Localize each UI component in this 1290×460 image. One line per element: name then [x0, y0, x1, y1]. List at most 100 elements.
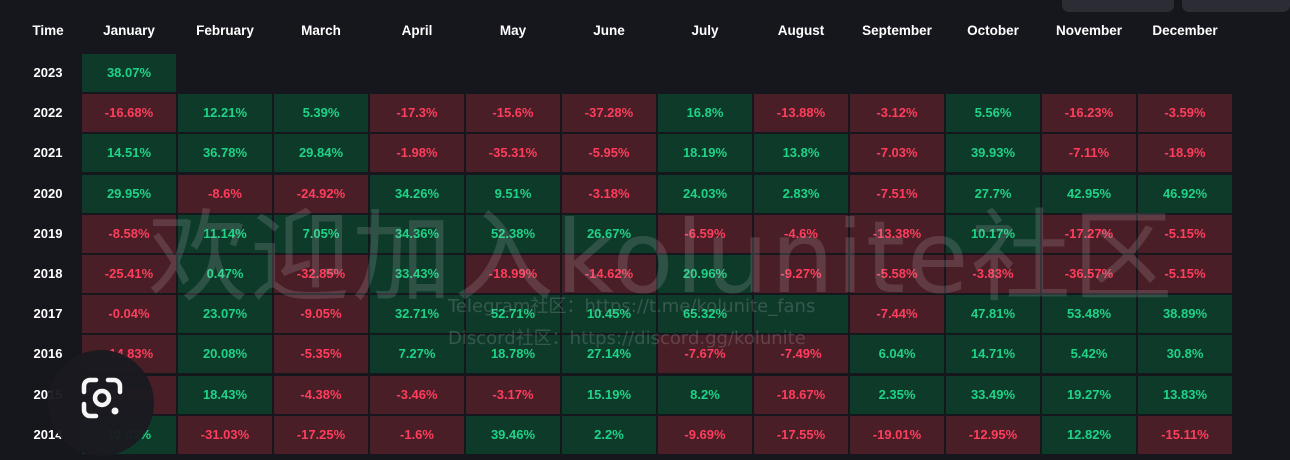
return-cell: -5.35% [274, 335, 368, 374]
month-header: September [862, 23, 932, 38]
return-cell: 14.51% [82, 134, 176, 173]
return-cell: 34.26% [370, 174, 464, 213]
return-cell: -18.99% [466, 255, 560, 293]
return-cell: 24.03% [658, 174, 752, 213]
return-cell: 13.83% [1138, 375, 1232, 414]
return-cell: -3.46% [370, 375, 464, 414]
return-cell: 5.39% [274, 94, 368, 133]
return-cell: -35.31% [466, 134, 560, 173]
year-label: 2023 [33, 65, 63, 80]
return-cell: -24.92% [274, 174, 368, 213]
return-cell: 2.35% [850, 375, 944, 414]
return-cell: -17.55% [754, 415, 848, 454]
return-cell: -5.15% [1138, 214, 1232, 253]
return-cell: 52.71% [466, 295, 560, 334]
return-cell: 33.49% [946, 375, 1040, 414]
return-cell: -8.6% [178, 174, 272, 213]
return-cell: 38.89% [1138, 295, 1232, 334]
return-cell: 6.04% [850, 335, 944, 374]
table-row: 2021 14.51% 36.78% 29.84% -1.98% -35.31% -5.95… [0, 134, 1290, 173]
return-cell: 30.8% [1138, 335, 1232, 374]
return-cell: -13.88% [754, 94, 848, 133]
return-cell: 0.47% [178, 255, 272, 293]
return-cell: 19.27% [1042, 375, 1136, 414]
year-label: 2017 [33, 306, 63, 322]
return-cell: 46.92% [1138, 174, 1232, 213]
return-cell: 29.84% [274, 134, 368, 173]
table-row: 2022 -16.68% 12.21% 5.39% -17.3% -15.6% -37.28… [0, 94, 1290, 133]
return-cell: -25.41% [82, 255, 176, 293]
return-cell: 53.48% [1042, 295, 1136, 334]
return-cell: -18.9% [1138, 134, 1232, 173]
return-cell: -15.11% [1138, 415, 1232, 454]
return-cell: 33.43% [370, 255, 464, 293]
return-cell: -7.49% [754, 335, 848, 374]
return-cell: 32.71% [370, 295, 464, 334]
month-header: December [1152, 23, 1218, 38]
return-cell: -32.85% [274, 255, 368, 293]
return-cell: -9.05% [274, 295, 368, 334]
return-cell: 20.08% [178, 335, 272, 374]
return-cell: 5.42% [1042, 335, 1136, 374]
return-cell: -5.58% [850, 255, 944, 293]
table-row: 201410.03%-31.03%-17.25%-1.6%39.46%2.2%-… [0, 415, 1290, 454]
return-cell: 2.2% [562, 415, 656, 454]
return-cell: 18.19% [658, 134, 752, 173]
return-cell: -0.04% [82, 295, 176, 334]
table-row: 2016 -14.83% 20.08% -5.35% 7.27% 18.78% 27.14%… [0, 335, 1290, 374]
return-cell: 2.83% [754, 174, 848, 213]
year-label: 2018 [33, 266, 63, 281]
return-cell: 8.2% [658, 375, 752, 414]
return-cell: -3.18% [562, 174, 656, 213]
return-cell: -15.6% [466, 94, 560, 133]
time-column-header: Time [32, 23, 64, 38]
return-cell: -13.38% [850, 214, 944, 253]
return-cell: 11.14% [178, 214, 272, 253]
visual-search-button[interactable] [48, 350, 154, 456]
return-cell: 10.45% [562, 295, 656, 334]
year-label: 2016 [33, 346, 63, 362]
return-cell: 9.51% [466, 174, 560, 213]
return-cell: 36.78% [178, 134, 272, 173]
return-cell: -1.98% [370, 134, 464, 173]
return-cell: 5.56% [946, 94, 1040, 133]
return-cell: 12.21% [178, 94, 272, 133]
month-header: May [499, 23, 527, 38]
month-header: October [967, 23, 1019, 38]
month-header: February [196, 23, 254, 38]
return-cell: -17.27% [1042, 214, 1136, 253]
return-cell: 39.46% [466, 415, 560, 454]
return-cell: 16.8% [658, 94, 752, 133]
return-cell: -8.58% [82, 214, 176, 253]
return-cell: -4.6% [754, 214, 848, 253]
return-cell: 20.96% [658, 255, 752, 293]
return-cell: 65.32% [658, 295, 752, 334]
return-cell: -9.69% [658, 415, 752, 454]
return-cell: -37.28% [562, 94, 656, 133]
return-cell: -5.95% [562, 134, 656, 173]
return-cell: 12.82% [1042, 415, 1136, 454]
return-cell: -7.51% [850, 174, 944, 213]
top-control-left[interactable] [1062, 0, 1174, 12]
return-cell: -16.68% [82, 94, 176, 133]
return-cell: -3.59% [1138, 94, 1232, 133]
top-control-right[interactable] [1182, 0, 1290, 12]
return-cell: -19.01% [850, 415, 944, 454]
return-cell: 27.7% [946, 174, 1040, 213]
return-cell: -5.15% [1138, 255, 1232, 293]
month-header: January [103, 23, 155, 38]
return-cell: -17.25% [274, 415, 368, 454]
return-cell: 10.17% [946, 214, 1040, 253]
return-cell: 47.81% [946, 295, 1040, 334]
return-cell: -14.62% [562, 255, 656, 293]
month-header: November [1055, 23, 1123, 38]
return-cell: -3.83% [946, 255, 1040, 293]
return-cell: -12.95% [946, 415, 1040, 454]
return-cell: -18.67% [754, 375, 848, 414]
return-cell: 14.71% [946, 335, 1040, 374]
return-cell: -17.3% [370, 94, 464, 133]
table-row: 2017 -0.04% 23.07% -9.05% 32.71% 52.71% 10.45%… [0, 295, 1290, 334]
return-cell: 18.78% [466, 335, 560, 374]
return-cell: 7.27% [370, 335, 464, 374]
return-cell: -3.17% [466, 375, 560, 414]
